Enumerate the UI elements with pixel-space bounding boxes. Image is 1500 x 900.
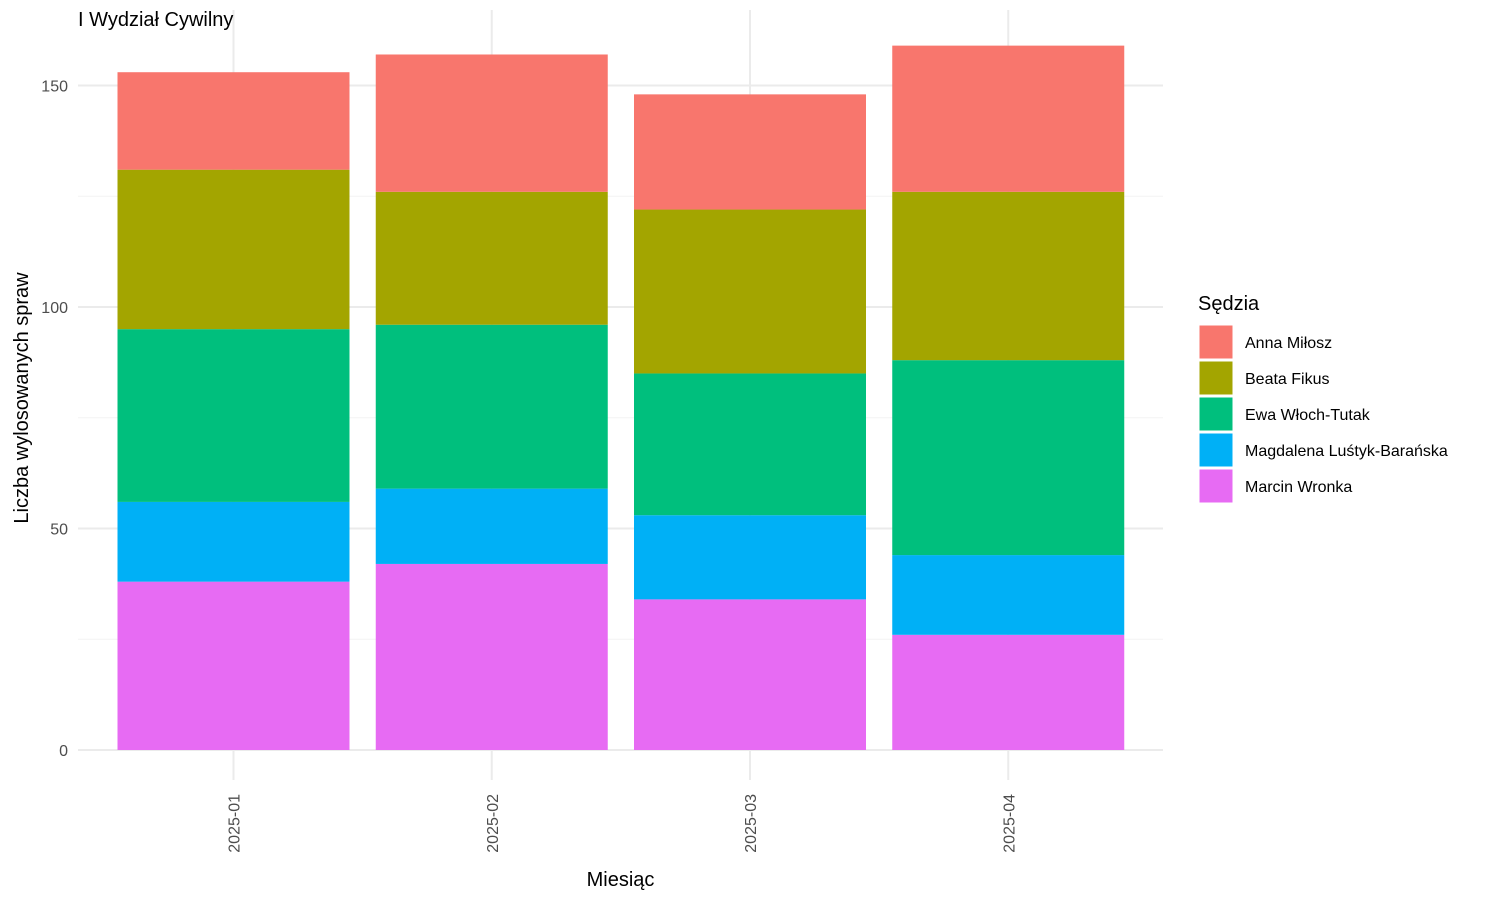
legend-label: Anna Miłosz bbox=[1245, 335, 1332, 352]
bar-segment bbox=[375, 54, 608, 192]
bars-layer bbox=[117, 45, 1125, 750]
legend-key bbox=[1198, 324, 1234, 360]
x-axis-title: Miesiąc bbox=[587, 869, 655, 891]
legend-label: Marcin Wronka bbox=[1245, 479, 1352, 496]
bar-segment bbox=[117, 72, 350, 170]
bar-segment bbox=[634, 94, 866, 210]
legend-label: Magdalena Luśtyk-Barańska bbox=[1245, 443, 1448, 460]
x-tick-label: 2025-02 bbox=[485, 794, 502, 853]
y-tick-label: 100 bbox=[41, 300, 68, 317]
bar-segment bbox=[892, 191, 1125, 361]
x-tick-label: 2025-01 bbox=[227, 794, 244, 853]
y-tick-label: 150 bbox=[41, 79, 68, 96]
legend-title: Sędzia bbox=[1198, 293, 1260, 315]
y-tick-label: 50 bbox=[50, 522, 68, 539]
bar-segment bbox=[117, 501, 350, 582]
legend-key bbox=[1198, 360, 1234, 396]
bar-segment bbox=[117, 581, 350, 750]
legend: Sędzia Anna Miłosz Beata Fikus Ewa Włoch-T… bbox=[1198, 293, 1448, 504]
x-axis-tick-labels: 2025-01 2025-02 2025-03 2025-04 bbox=[227, 794, 1019, 853]
bar-segment bbox=[117, 169, 350, 330]
chart-title: I Wydział Cywilny bbox=[78, 9, 233, 31]
legend-items: Anna Miłosz Beata Fikus Ewa Włoch-Tutak Mag… bbox=[1198, 324, 1448, 504]
x-tick-label: 2025-03 bbox=[743, 794, 760, 853]
legend-key bbox=[1198, 468, 1234, 504]
legend-key bbox=[1198, 396, 1234, 432]
bar-segment bbox=[892, 360, 1125, 556]
bar-segment bbox=[634, 599, 866, 750]
legend-key bbox=[1198, 432, 1234, 468]
y-tick-label: 0 bbox=[59, 743, 68, 760]
y-axis-title: Liczba wylosowanych spraw bbox=[11, 272, 33, 524]
bar-segment bbox=[117, 329, 350, 502]
legend-label: Ewa Włoch-Tutak bbox=[1245, 407, 1371, 424]
bar-segment bbox=[634, 373, 866, 516]
bar-segment bbox=[892, 45, 1125, 192]
bar-segment bbox=[634, 209, 866, 374]
bar-segment bbox=[375, 191, 608, 325]
bar-segment bbox=[375, 324, 608, 489]
bar-segment bbox=[375, 488, 608, 564]
bar-segment bbox=[375, 563, 608, 750]
x-tick-label: 2025-04 bbox=[1001, 794, 1018, 853]
bar-segment bbox=[634, 515, 866, 600]
y-axis-tick-labels: 0 50 100 150 bbox=[41, 79, 68, 761]
legend-label: Beata Fikus bbox=[1245, 371, 1329, 388]
bar-segment bbox=[892, 555, 1125, 635]
bar-segment bbox=[892, 634, 1125, 750]
